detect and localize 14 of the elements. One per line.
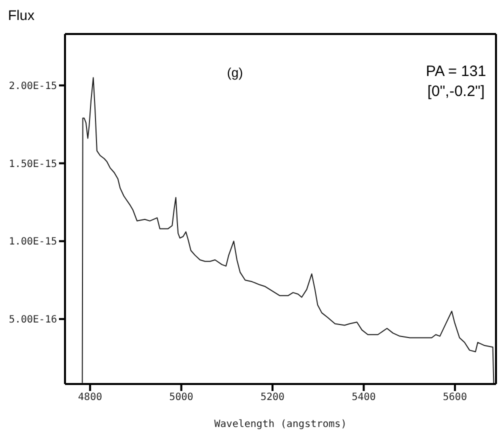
y-axis-title: Flux [8, 7, 34, 23]
x-axis-title: Wavelength (angstroms) [214, 419, 347, 430]
annotation: PA = 131 [426, 63, 486, 80]
annotation: [0",-0.2"] [427, 83, 485, 100]
y-tick-label: 2.00E-15 [8, 80, 57, 92]
x-tick-label: 5400 [352, 392, 376, 404]
x-tick-label: 5200 [260, 392, 285, 404]
y-tick-label: 1.00E-15 [8, 236, 57, 248]
y-tick-label: 1.50E-15 [8, 158, 57, 170]
x-tick-label: 5600 [442, 392, 467, 404]
annotation: (g) [227, 65, 243, 80]
x-tick-label: 4800 [78, 392, 102, 404]
x-tick-label: 5000 [169, 392, 194, 404]
y-tick-label: 5.00E-16 [8, 314, 57, 326]
